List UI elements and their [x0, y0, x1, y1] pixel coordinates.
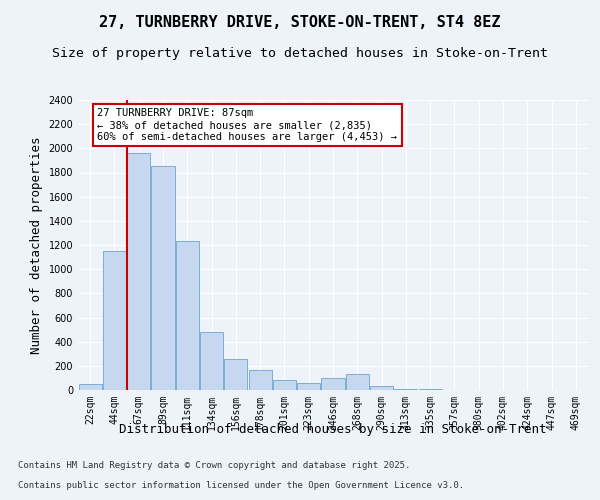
Bar [273, 380, 296, 390]
Text: Distribution of detached houses by size in Stoke-on-Trent: Distribution of detached houses by size … [119, 422, 547, 436]
Text: 27 TURNBERRY DRIVE: 87sqm
← 38% of detached houses are smaller (2,835)
60% of se: 27 TURNBERRY DRIVE: 87sqm ← 38% of detac… [97, 108, 397, 142]
Text: Size of property relative to detached houses in Stoke-on-Trent: Size of property relative to detached ho… [52, 48, 548, 60]
Bar [176, 242, 199, 390]
Text: Contains HM Land Registry data © Crown copyright and database right 2025.: Contains HM Land Registry data © Crown c… [18, 461, 410, 470]
Bar [370, 386, 393, 390]
Bar [103, 251, 126, 390]
Bar [322, 378, 344, 390]
Y-axis label: Number of detached properties: Number of detached properties [30, 136, 43, 354]
Bar [248, 370, 272, 390]
Bar [394, 389, 418, 390]
Bar [346, 374, 369, 390]
Bar [224, 358, 247, 390]
Bar [79, 384, 101, 390]
Text: 27, TURNBERRY DRIVE, STOKE-ON-TRENT, ST4 8EZ: 27, TURNBERRY DRIVE, STOKE-ON-TRENT, ST4… [99, 15, 501, 30]
Bar [127, 153, 150, 390]
Bar [151, 166, 175, 390]
Text: Contains public sector information licensed under the Open Government Licence v3: Contains public sector information licen… [18, 481, 464, 490]
Bar [297, 384, 320, 390]
Bar [200, 332, 223, 390]
